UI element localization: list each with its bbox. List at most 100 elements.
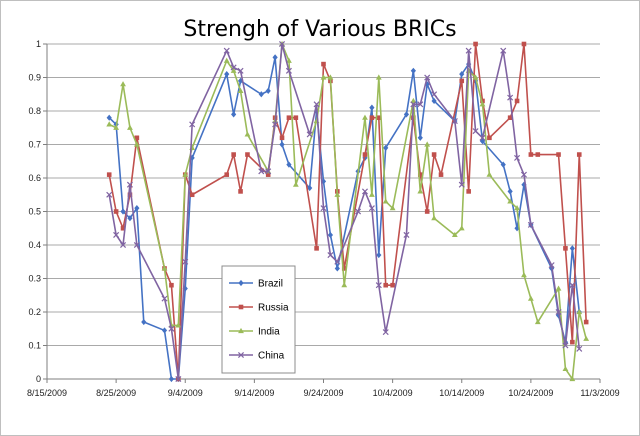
data-point-marker — [534, 318, 541, 325]
data-point-marker — [479, 134, 486, 141]
data-point-marker — [528, 152, 534, 157]
data-point-marker — [570, 339, 575, 345]
data-point-marker — [293, 115, 299, 120]
data-point-marker — [569, 282, 576, 289]
data-point-marker — [175, 322, 182, 328]
y-tick-label: 0.6 — [28, 173, 41, 183]
data-point-marker — [265, 168, 272, 175]
data-point-marker — [127, 124, 133, 130]
data-point-marker — [237, 87, 244, 93]
data-point-marker — [341, 266, 347, 271]
data-point-marker — [113, 209, 119, 214]
data-point-marker — [265, 87, 271, 94]
data-point-marker — [514, 98, 520, 104]
data-point-marker — [459, 71, 465, 78]
data-point-marker — [133, 141, 140, 147]
data-point-marker — [106, 114, 112, 121]
x-tick-label: 10/4/2009 — [373, 388, 413, 398]
data-point-marker — [113, 231, 120, 238]
data-point-marker — [238, 279, 244, 287]
data-point-marker — [106, 191, 113, 198]
data-point-marker — [472, 74, 479, 80]
data-point-marker — [417, 172, 423, 177]
data-point-marker — [383, 144, 389, 151]
y-tick-label: 0.3 — [28, 274, 41, 284]
data-point-marker — [389, 205, 396, 211]
legend-item-brazil: Brazil — [229, 279, 283, 290]
data-point-marker — [230, 67, 237, 73]
data-point-marker — [362, 152, 368, 157]
data-point-marker — [286, 115, 292, 120]
data-point-marker — [375, 282, 382, 289]
data-point-marker — [327, 252, 334, 259]
data-point-marker — [569, 245, 575, 252]
data-point-marker — [355, 208, 362, 215]
data-point-marker — [238, 327, 244, 334]
data-point-marker — [431, 91, 438, 98]
legend: Brazil Russia India China — [221, 265, 296, 374]
data-point-marker — [403, 231, 410, 238]
data-point-marker — [175, 375, 182, 383]
legend-label: Brazil — [258, 279, 283, 290]
data-point-marker — [285, 67, 292, 74]
series-group — [106, 40, 590, 383]
data-point-marker — [507, 188, 513, 195]
data-point-marker — [245, 152, 250, 157]
data-point-marker — [182, 258, 189, 265]
data-point-marker — [487, 135, 492, 141]
data-point-marker — [479, 101, 486, 107]
data-point-marker — [556, 152, 561, 157]
data-point-marker — [133, 241, 140, 249]
axes: 0 0.1 0.2 0.3 0.4 0.5 0.6 0.7 0.8 0.9 1 8/15/2009 8/… — [27, 39, 620, 398]
data-point-marker — [321, 61, 326, 67]
data-point-marker — [576, 345, 583, 352]
data-point-marker — [451, 118, 458, 125]
data-point-marker — [238, 189, 243, 194]
data-point-marker — [466, 189, 471, 194]
data-point-marker — [113, 124, 120, 130]
data-point-marker — [368, 205, 375, 212]
data-point-marker — [286, 57, 292, 63]
data-point-marker — [258, 168, 265, 175]
data-point-marker — [182, 171, 189, 177]
data-point-marker — [120, 241, 127, 249]
data-point-marker — [410, 67, 416, 74]
data-point-marker — [376, 115, 382, 120]
y-tick-label: 0.7 — [28, 140, 41, 150]
series-china — [106, 40, 583, 383]
data-point-marker — [279, 135, 285, 141]
data-point-marker — [472, 128, 479, 135]
data-point-marker — [417, 134, 423, 141]
y-tick-label: 0.4 — [28, 240, 41, 250]
data-point-marker — [334, 265, 340, 272]
data-point-marker — [313, 101, 320, 108]
data-point-marker — [451, 231, 458, 238]
data-point-marker — [535, 152, 541, 157]
data-point-marker — [126, 181, 133, 188]
data-point-marker — [527, 295, 534, 301]
data-point-marker — [141, 318, 147, 326]
data-point-marker — [500, 161, 506, 168]
data-point-marker — [390, 282, 395, 288]
x-tick-label: 9/24/2009 — [303, 388, 343, 398]
data-point-marker — [520, 171, 527, 178]
data-point-marker — [237, 67, 244, 74]
data-point-marker — [369, 115, 375, 120]
y-tick-label: 0.1 — [28, 341, 41, 351]
data-point-marker — [514, 205, 520, 211]
data-point-marker — [521, 41, 527, 47]
x-tick-label: 9/4/2009 — [168, 388, 203, 398]
data-point-marker — [272, 121, 279, 128]
data-point-marker — [362, 114, 368, 120]
data-point-marker — [555, 308, 562, 316]
data-point-marker — [576, 152, 582, 157]
data-point-marker — [161, 265, 168, 271]
legend-label: China — [258, 351, 285, 362]
data-point-marker — [548, 262, 555, 269]
data-point-marker — [431, 152, 437, 157]
data-point-marker — [500, 47, 507, 54]
data-point-marker — [458, 181, 465, 188]
data-point-marker — [562, 365, 569, 372]
data-point-marker — [189, 192, 195, 198]
